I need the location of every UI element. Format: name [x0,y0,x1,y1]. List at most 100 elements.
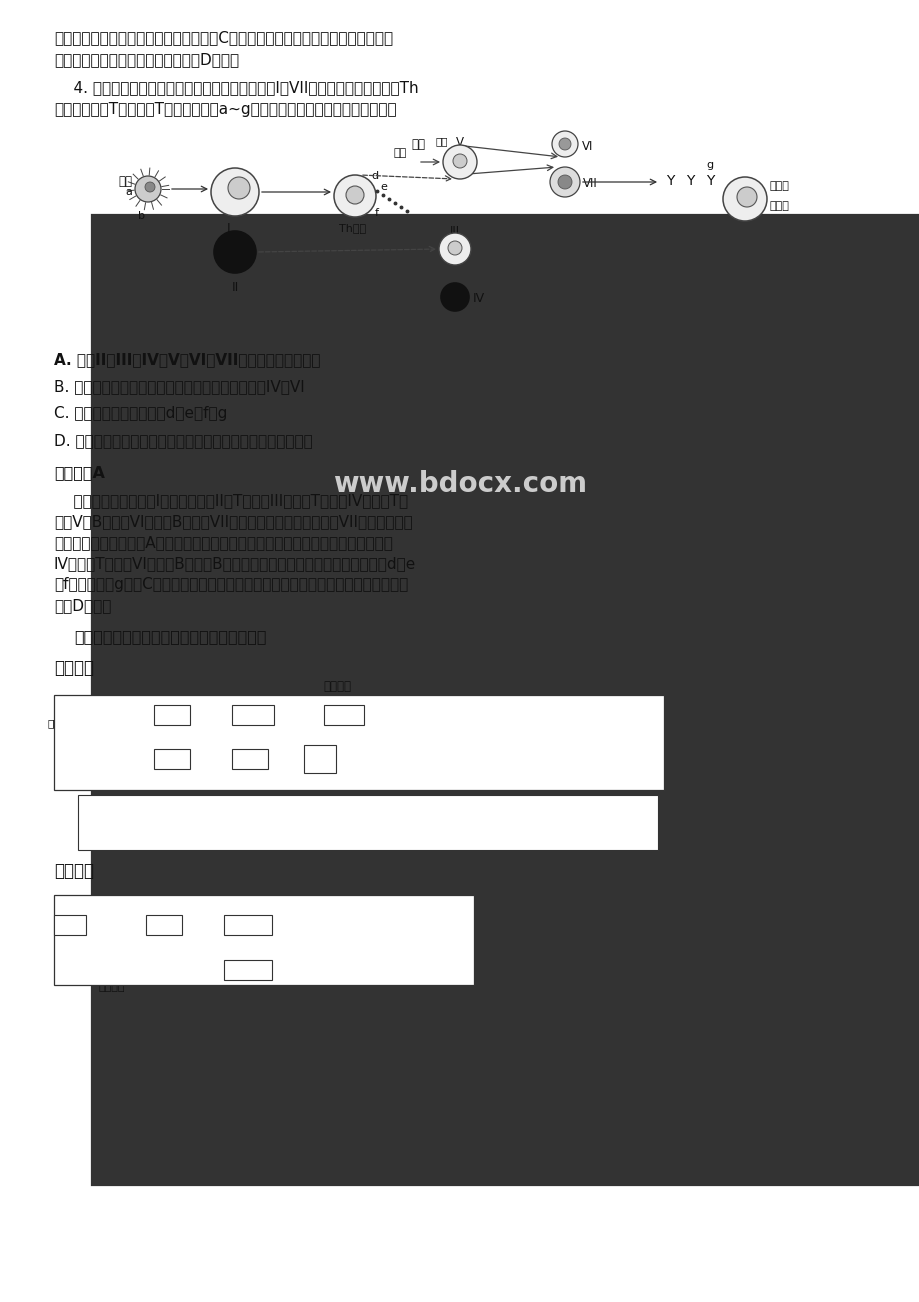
Text: B. 再次接触同种抗原时，能迅速增殖分化的细胞有IV和VI: B. 再次接触同种抗原时，能迅速增殖分化的细胞有IV和VI [54,379,304,395]
Bar [223,915,272,935]
Bar [232,749,267,769]
Text: 【答案】A: 【答案】A [54,465,105,480]
Text: 体: 体 [56,743,63,756]
Bar [153,704,190,725]
Text: www.bdocx.com: www.bdocx.com [333,470,586,497]
Circle shape [551,132,577,158]
Text: Y: Y [665,174,674,187]
Bar [78,796,657,850]
Text: （少数直接刺激）: （少数直接刺激） [117,896,167,906]
Text: 【解析】据图分析，I为吞噬细胞、II为T细胞、III为效应T细胞、IV为记忆T细: 【解析】据图分析，I为吞噬细胞、II为T细胞、III为效应T细胞、IV为记忆T细 [54,493,408,508]
Text: 增殖: 增殖 [179,917,192,927]
Text: B细胞: B细胞 [161,753,183,766]
Text: 病: 病 [56,707,63,720]
Text: 分化: 分化 [189,760,202,769]
Text: D. 病毒侵染人体后，机体的体液免疫和细胞免疫均会发挥作用: D. 病毒侵染人体后，机体的体液免疫和细胞免疫均会发挥作用 [54,434,312,448]
Text: e: e [380,182,387,191]
Text: V: V [456,135,463,148]
Circle shape [228,177,250,199]
Text: Y: Y [685,174,694,187]
Text: 抗原暴露，最后被: 抗原暴露，最后被 [296,932,348,943]
Text: 细胞免疫: 细胞免疫 [54,862,94,880]
Text: 病毒: 病毒 [118,174,131,187]
Text: 吞噬、消灭: 吞噬、消灭 [296,945,329,954]
Text: 特异性识别抗原作用，A错误。当记忆细胞再次接触同种抗原时，会迅速增殖分化，: 特异性识别抗原作用，A错误。当记忆细胞再次接触同种抗原时，会迅速增殖分化， [54,535,392,549]
Text: VII: VII [583,177,597,190]
Text: Y: Y [705,174,713,187]
Circle shape [135,176,161,202]
Bar [54,894,473,986]
Text: 用，D正确。: 用，D正确。 [54,598,111,613]
Text: 淋巴因子: 淋巴因子 [240,710,266,720]
Circle shape [214,230,255,273]
Text: f: f [375,208,379,217]
Text: T细胞: T细胞 [161,708,183,721]
Text: 再次应答: 再次应答 [98,982,125,992]
Text: 记忆细胞: 记忆细胞 [331,710,357,720]
Text: I: I [227,223,231,234]
Text: A. 图中II、III、IV、V、VI、VII均能特异性识别抗原: A. 图中II、III、IV、V、VI、VII均能特异性识别抗原 [54,352,320,367]
Circle shape [438,233,471,266]
Text: d: d [370,171,378,181]
Text: （少数直接刺激）: （少数直接刺激） [96,749,147,759]
Bar [153,749,190,769]
Text: b: b [138,211,145,221]
Text: 体液免疫: 体液免疫 [54,659,94,677]
Text: g: g [705,160,712,171]
Text: C. 图中的免疫活性物质有d、e、f、g: C. 图中的免疫活性物质有d、e、f、g [54,406,227,421]
Bar [323,704,364,725]
Text: 多死亡，不一定会观察到自动复原现象，C错误。酸性条件下，橙色的重铬酸钾溶液: 多死亡，不一定会观察到自动复原现象，C错误。酸性条件下，橙色的重铬酸钾溶液 [54,30,392,46]
Text: T细胞: T细胞 [153,918,175,931]
Text: 抗原: 抗原 [62,918,77,931]
Circle shape [443,145,476,178]
Text: 团，进而被吞噬细胞吞噬消化: 团，进而被吞噬细胞吞噬消化 [84,833,170,842]
Text: 记忆细胞: 记忆细胞 [234,965,261,975]
Circle shape [550,167,579,197]
Text: II: II [231,281,238,294]
Text: 【点睛】学生对体液免疫、细胞免疫理解不清: 【点睛】学生对体液免疫、细胞免疫理解不清 [74,629,267,644]
Text: IV为记忆T细胞、VI为记忆B细胞，B正确。图中的免疫活性物质有淋巴因子（d、e: IV为记忆T细胞、VI为记忆B细胞，B正确。图中的免疫活性物质有淋巴因子（d、e [54,556,415,572]
Text: Th细胞: Th细胞 [339,223,366,233]
Text: 增殖: 增殖 [189,750,202,760]
Text: VI: VI [582,141,593,154]
Text: 加强: 加强 [242,729,254,740]
Circle shape [448,241,461,255]
Text: 效应T细胞: 效应T细胞 [231,921,265,930]
Text: 的细胞: 的细胞 [769,201,789,211]
Text: 使病原体失去繁殖后代的能力或黏附体细胞的能力，: 使病原体失去繁殖后代的能力或黏附体细胞的能力， [84,803,236,812]
Text: 与乙醇发生化学反应，变成灰绿色，D错误。: 与乙醇发生化学反应，变成灰绿色，D错误。 [54,52,239,66]
Text: 吞噬 吞噬: 吞噬 吞噬 [96,697,125,706]
Circle shape [452,154,467,168]
Text: 其裂解死亡，导致: 其裂解死亡，导致 [296,919,348,930]
Text: 浆细胞: 浆细胞 [239,753,260,766]
Text: 与靶细胞接触，使: 与靶细胞接触，使 [296,906,348,917]
Text: 胞、V为B细胞、VI为记忆B细胞、VII为浆细胞，其中吞噬细胞、VII浆细胞不具有: 胞、V为B细胞、VI为记忆B细胞、VII为浆细胞，其中吞噬细胞、VII浆细胞不具… [54,514,413,529]
Circle shape [145,182,154,191]
Text: 抗原: 抗原 [313,760,326,769]
Text: 被感染: 被感染 [769,181,789,191]
Bar [232,704,274,725]
Text: 细胞 处理: 细胞 处理 [95,917,123,927]
Text: 4. 下图是人体对某病毒的部分免疫过程示意图，I～VII表示不同种类的细胞，Th: 4. 下图是人体对某病毒的部分免疫过程示意图，I～VII表示不同种类的细胞，Th [54,79,418,95]
Text: 原: 原 [56,730,63,743]
Text: 、f）和抗体（g），C正确。病毒侵染人体后，机体的体液免疫和细胞免疫均会发挥作: 、f）和抗体（g），C正确。病毒侵染人体后，机体的体液免疫和细胞免疫均会发挥作 [54,577,408,592]
Text: a: a [125,187,131,197]
Circle shape [558,174,572,189]
Bar [223,960,272,980]
Text: 细胞（辅助性T细胞）是T细胞的一种，a~g代表不同的物质。下列叙述错误的是: 细胞（辅助性T细胞）是T细胞的一种，a~g代表不同的物质。下列叙述错误的是 [54,102,396,117]
Circle shape [736,187,756,207]
Bar [54,695,664,790]
Text: 病毒: 病毒 [411,138,425,151]
Text: 吞噬 吞噬: 吞噬 吞噬 [95,907,123,918]
Text: III: III [449,225,460,238]
Text: 产生: 产生 [267,750,280,760]
Text: 作用: 作用 [252,729,264,740]
Text: 病毒: 病毒 [436,135,448,146]
Text: （多数）: （多数） [48,717,73,728]
Text: 产生: 产生 [189,707,202,717]
Text: 抗体: 抗体 [313,747,326,756]
Text: 再次应答: 再次应答 [323,680,351,693]
Circle shape [210,168,259,216]
Circle shape [559,138,571,150]
Circle shape [334,174,376,217]
